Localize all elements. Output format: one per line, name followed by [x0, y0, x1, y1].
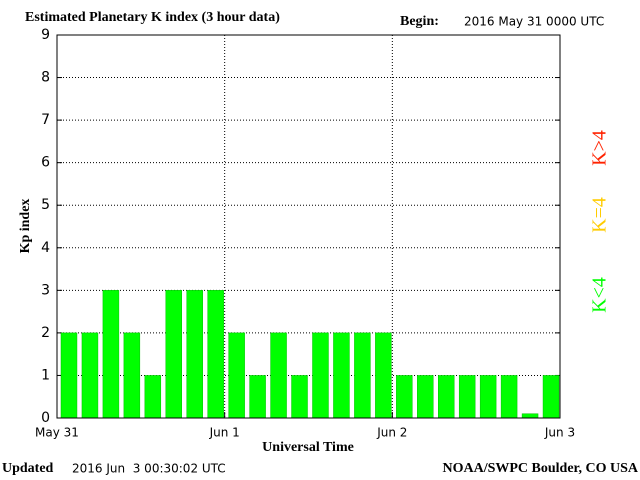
y-tick-label: 1 — [41, 367, 50, 383]
y-tick-label: 7 — [41, 112, 50, 128]
y-tick-label: 0 — [41, 410, 50, 426]
bar — [458, 375, 476, 419]
bar — [312, 332, 329, 419]
begin-label: Begin: — [400, 14, 439, 29]
bar — [438, 375, 455, 419]
bar — [81, 332, 99, 419]
updated-date: 2016 Jun 3 00:30:02 UTC — [72, 462, 226, 476]
bar — [417, 375, 434, 419]
bar — [249, 375, 266, 419]
begin-date: 2016 May 31 0000 UTC — [464, 15, 604, 29]
bar — [542, 375, 560, 419]
legend-entry: K=4 — [589, 197, 611, 233]
bar — [521, 413, 539, 419]
bar — [500, 375, 518, 419]
bar — [60, 332, 78, 419]
bar — [396, 375, 413, 419]
y-tick-label: 5 — [41, 197, 50, 213]
y-tick-label: 8 — [41, 70, 50, 86]
bar — [207, 290, 224, 419]
bar — [479, 375, 497, 419]
bar — [123, 332, 141, 419]
x-tick-label: May 31 — [35, 426, 79, 440]
y-tick-label: 2 — [41, 325, 50, 341]
y-tick-label: 9 — [41, 27, 50, 43]
y-tick-label: 6 — [41, 155, 50, 171]
plot-frame — [56, 34, 561, 419]
x-axis-label: Universal Time — [262, 440, 354, 455]
bar — [270, 332, 287, 419]
y-axis-label: Kp index — [18, 199, 33, 254]
x-tick-label: Jun 3 — [544, 426, 575, 440]
x-tick-label: Jun 1 — [209, 426, 240, 440]
bar — [291, 375, 308, 419]
y-tick-label: 3 — [41, 282, 50, 298]
chart-title: Estimated Planetary K index (3 hour data… — [25, 10, 280, 25]
bar — [186, 290, 203, 419]
bar — [333, 332, 350, 419]
updated-label: Updated — [2, 461, 54, 476]
x-tick-label: Jun 2 — [376, 426, 407, 440]
bar — [228, 332, 245, 419]
y-tick-label: 4 — [41, 240, 50, 256]
bar — [165, 290, 183, 419]
source: NOAA/SWPC Boulder, CO USA — [442, 461, 638, 476]
legend-entry: K<4 — [589, 277, 611, 313]
bar — [144, 375, 162, 419]
bar — [102, 290, 120, 419]
legend-entry: K>4 — [589, 130, 611, 166]
bar — [375, 332, 392, 419]
bar — [354, 332, 371, 419]
